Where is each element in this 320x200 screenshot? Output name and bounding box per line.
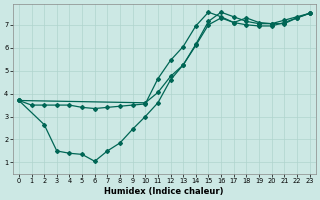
X-axis label: Humidex (Indice chaleur): Humidex (Indice chaleur) (104, 187, 224, 196)
